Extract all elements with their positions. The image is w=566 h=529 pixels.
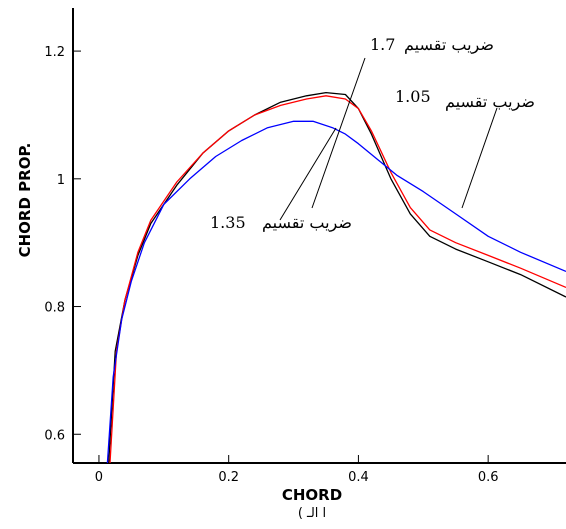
y-tick-label: 1 — [57, 173, 65, 188]
annotation-value: 1.35 — [210, 213, 246, 232]
annotation-1-05: 1.05 ضريب تقسيم — [395, 87, 535, 111]
series-layer — [106, 91, 566, 463]
y-tick-label: 0.6 — [44, 428, 65, 443]
annotation-label: ضريب تقسيم — [445, 92, 535, 111]
series-line-2 — [109, 95, 566, 463]
leader-line-1-7 — [311, 57, 366, 209]
axes — [72, 8, 566, 464]
annotation-leaders — [279, 57, 498, 221]
x-tick-label: 0.2 — [218, 470, 239, 485]
annotation-1-7: 1.7 ضريب تقسيم — [370, 35, 494, 54]
x-tick-label: 0 — [95, 470, 103, 485]
y-tick-label: 1.2 — [44, 45, 65, 60]
y-axis-title: CHORD PROP. — [16, 143, 34, 258]
series-line-1 — [108, 91, 566, 463]
annotation-value: 1.7 — [370, 35, 395, 54]
leader-line-1-05 — [461, 107, 498, 209]
annotation-1-35: 1.35 ضريب تقسيم — [210, 213, 352, 232]
x-tick-label: 0.4 — [348, 470, 369, 485]
annotation-label: ضريب تقسيم — [262, 213, 352, 232]
ticks: 0 0.2 0.4 0.6 0.6 0.8 1 1.2 — [44, 45, 498, 485]
x-tick-label: 0.6 — [478, 470, 499, 485]
x-axis-title: CHORD — [282, 486, 342, 504]
annotation-label: ضريب تقسيم — [404, 35, 494, 54]
annotation-value: 1.05 — [395, 87, 431, 106]
leader-line-1-35 — [279, 127, 337, 221]
y-tick-label: 0.8 — [44, 301, 65, 316]
x-axis-subtitle: ( ا الـ — [298, 506, 326, 521]
series-line-3 — [106, 120, 566, 463]
